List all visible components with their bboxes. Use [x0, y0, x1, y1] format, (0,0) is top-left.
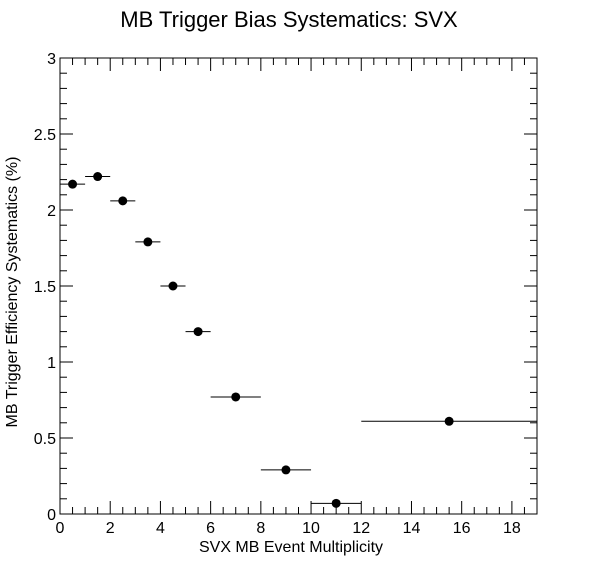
data-point	[85, 172, 111, 182]
x-tick-label: 6	[206, 520, 215, 537]
data-point	[160, 281, 186, 291]
data-point	[311, 498, 362, 508]
data-point	[260, 465, 312, 475]
y-tick-label: 3	[47, 51, 56, 68]
data-point	[60, 179, 86, 189]
point-marker	[444, 416, 454, 426]
y-axis: 0 0.5 1 1.5 2 2.5 3	[34, 51, 537, 524]
y-tick-label: 0	[47, 507, 56, 524]
x-tick-label: 10	[302, 520, 320, 537]
point-marker	[93, 172, 103, 182]
point-marker	[118, 196, 128, 206]
x-tick-label: 8	[256, 520, 265, 537]
x-tick-label: 4	[156, 520, 165, 537]
x-tick-label: 16	[453, 520, 471, 537]
plot-frame	[59, 57, 538, 515]
y-tick-label: 2.5	[34, 127, 56, 144]
data-point	[135, 237, 161, 247]
x-tick-label: 14	[403, 520, 421, 537]
point-marker	[281, 465, 291, 475]
x-tick-label: 0	[56, 520, 65, 537]
y-tick-label: 0.5	[34, 431, 56, 448]
x-axis: 0 2 4 6 8 10 12 14 16 18	[56, 58, 538, 537]
y-tick-label: 1.5	[34, 279, 56, 296]
point-marker	[68, 179, 78, 189]
y-tick-label: 2	[47, 203, 56, 220]
data-point	[361, 416, 537, 426]
y-tick-label: 1	[47, 355, 56, 372]
data-point	[110, 196, 136, 206]
x-tick-label: 18	[503, 520, 521, 537]
point-marker	[331, 498, 341, 508]
data-series	[60, 172, 537, 508]
data-point	[210, 392, 261, 402]
point-marker	[143, 237, 153, 247]
x-tick-label: 12	[352, 520, 370, 537]
x-tick-label: 2	[106, 520, 115, 537]
point-marker	[168, 281, 178, 291]
chart-title: MB Trigger Bias Systematics: SVX	[120, 7, 458, 32]
point-marker	[193, 327, 203, 337]
x-axis-label: SVX MB Event Multiplicity	[199, 539, 383, 556]
y-axis-label: MB Trigger Efficiency Systematics (%)	[4, 157, 21, 428]
point-marker	[231, 392, 241, 402]
data-point	[185, 327, 211, 337]
